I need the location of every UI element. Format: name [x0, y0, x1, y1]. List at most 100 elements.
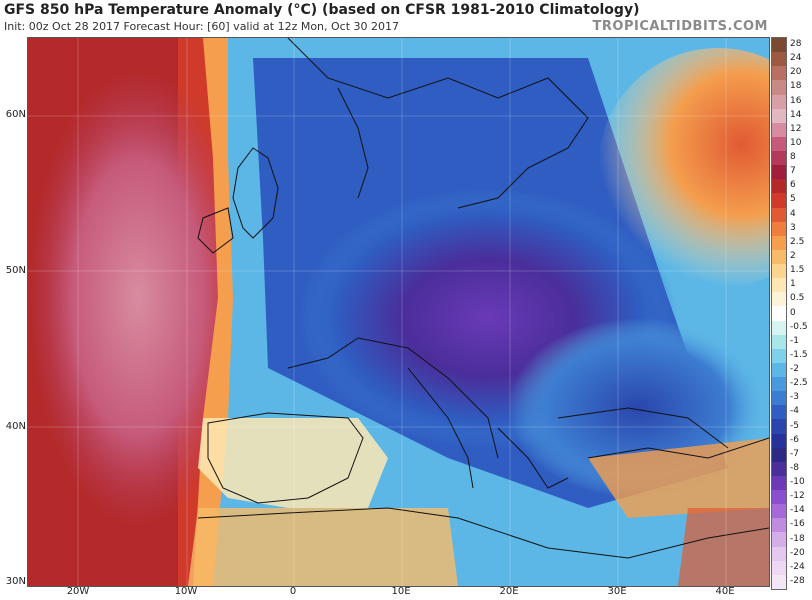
colorbar-swatch [772, 419, 786, 434]
colorbar-swatch [772, 249, 786, 264]
colorbar-tick-label: 10 [790, 137, 802, 148]
colorbar-swatch [772, 377, 786, 392]
header-bar: GFS 850 hPa Temperature Anomaly (°C) (ba… [0, 0, 812, 36]
colorbar-tick-label: 1.5 [790, 265, 805, 276]
colorbar-swatch [772, 94, 786, 109]
colorbar-swatch [772, 320, 786, 335]
middle-east-warm [678, 508, 769, 586]
colorbar-tick-label: -5 [790, 420, 799, 431]
colorbar-tick-label: -8 [790, 462, 799, 473]
colorbar-tick-label: -4 [790, 406, 799, 417]
colorbar-swatch [772, 165, 786, 180]
colorbar-swatch [772, 278, 786, 293]
colorbar-tick-label: 12 [790, 123, 802, 134]
colorbar-tick-label: 16 [790, 95, 802, 106]
colorbar-tick-label: 0 [790, 307, 796, 318]
colorbar-swatch [772, 306, 786, 321]
lon-label-20w: 20W [66, 586, 90, 597]
colorbar-swatch [772, 136, 786, 151]
colorbar-tick-label: -7 [790, 448, 799, 459]
colorbar-swatch [772, 405, 786, 420]
colorbar-swatch [772, 447, 786, 462]
colorbar-tick-label: -2.5 [790, 378, 808, 389]
colorbar-tick-label: -6 [790, 434, 799, 445]
coastlines [197, 38, 769, 559]
turkey-warm [588, 438, 769, 518]
lon-label-10w: 10W [174, 586, 198, 597]
colorbar-swatch [772, 518, 786, 533]
colorbar-tick-label: -0.5 [790, 321, 808, 332]
colorbar [771, 37, 787, 590]
colorbar-tick-label: 3 [790, 222, 796, 233]
anomaly-map [27, 37, 770, 587]
colorbar-swatch [772, 532, 786, 547]
colorbar-tick-label: 1 [790, 279, 796, 290]
colorbar-swatch [772, 490, 786, 505]
colorbar-swatch [772, 122, 786, 137]
colorbar-tick-label: 8 [790, 152, 796, 163]
lat-label-40n: 40N [5, 421, 26, 432]
lon-label-30e: 30E [607, 586, 627, 597]
colorbar-tick-label: -28 [790, 575, 805, 586]
colorbar-tick-label: 6 [790, 180, 796, 191]
lat-label-50n: 50N [5, 265, 26, 276]
colorbar-tick-label: -10 [790, 477, 805, 488]
colorbar-tick-label: -1.5 [790, 349, 808, 360]
lon-label-10e: 10E [391, 586, 411, 597]
colorbar-tick-label: 18 [790, 81, 802, 92]
colorbar-swatch [772, 292, 786, 307]
colorbar-swatch [772, 108, 786, 123]
colorbar-swatch [772, 475, 786, 490]
lat-label-60n: 60N [5, 109, 26, 120]
lon-label-40e: 40E [715, 586, 735, 597]
colorbar-swatch [772, 52, 786, 67]
colorbar-swatch [772, 362, 786, 377]
colorbar-tick-label: 2 [790, 250, 796, 261]
colorbar-swatch [772, 80, 786, 95]
colorbar-tick-label: 14 [790, 109, 802, 120]
lon-label-20e: 20E [499, 586, 519, 597]
colorbar-swatch [772, 66, 786, 81]
colorbar-swatch [772, 574, 786, 589]
colorbar-tick-label: -2 [790, 364, 799, 374]
colorbar-swatch [772, 546, 786, 561]
colorbar-tick-label: 0.5 [790, 293, 805, 304]
colorbar-tick-label: -14 [790, 505, 805, 516]
colorbar-swatch [772, 348, 786, 363]
atlantic-peak-warm [28, 68, 248, 528]
colorbar-tick-label: 20 [790, 67, 802, 78]
colorbar-tick-label: -3 [790, 392, 799, 403]
lon-label-0: 0 [289, 586, 297, 597]
colorbar-tick-label: -1 [790, 335, 799, 346]
colorbar-tick-label: -16 [790, 519, 805, 530]
colorbar-swatch [772, 207, 786, 222]
map-canvas [28, 38, 769, 586]
colorbar-tick-label: -18 [790, 533, 805, 544]
colorbar-swatch [772, 560, 786, 575]
colorbar-tick-label: -20 [790, 547, 805, 558]
colorbar-swatch [772, 391, 786, 406]
colorbar-swatch [772, 151, 786, 166]
colorbar-swatch [772, 504, 786, 519]
colorbar-swatch [772, 264, 786, 279]
lat-label-30n: 30N [5, 576, 26, 587]
graticule [28, 38, 769, 586]
colorbar-swatch [772, 461, 786, 476]
colorbar-swatch [772, 221, 786, 236]
map-subtitle: Init: 00z Oct 28 2017 Forecast Hour: [60… [4, 20, 400, 33]
colorbar-swatch [772, 334, 786, 349]
colorbar-tick-label: 28 [790, 39, 802, 50]
colorbar-tick-label: 24 [790, 53, 802, 64]
colorbar-swatch [772, 193, 786, 208]
map-title: GFS 850 hPa Temperature Anomaly (°C) (ba… [4, 2, 640, 18]
colorbar-swatch [772, 38, 786, 53]
colorbar-tick-label: 5 [790, 194, 796, 205]
north-africa-warm [188, 508, 458, 586]
colorbar-swatch [772, 235, 786, 250]
colorbar-tick-label: 7 [790, 166, 796, 177]
brand-watermark: TROPICALTIDBITS.COM [592, 19, 768, 34]
colorbar-swatch [772, 433, 786, 448]
colorbar-swatch [772, 179, 786, 194]
colorbar-tick-label: -12 [790, 491, 805, 502]
iberia-mixed-anomaly [198, 418, 388, 508]
